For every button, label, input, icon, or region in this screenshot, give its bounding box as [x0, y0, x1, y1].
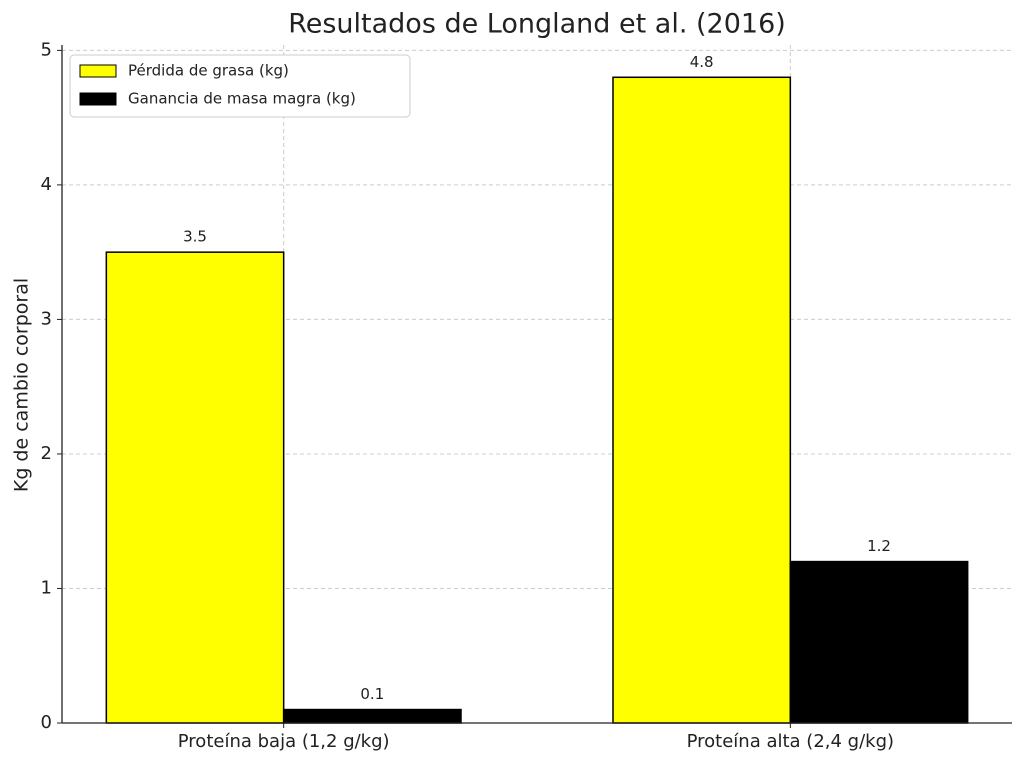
value-label: 0.1	[360, 685, 384, 703]
legend-box	[69, 54, 411, 118]
y-tick-label: 2	[41, 443, 52, 464]
bar	[612, 76, 792, 724]
legend-label: Pérdida de grasa (kg)	[128, 62, 289, 80]
y-axis-label: Kg de cambio corporal	[11, 278, 33, 492]
y-tick-label: 0	[41, 712, 52, 733]
y-tick-label: 5	[41, 39, 52, 60]
chart-title: Resultados de Longland et al. (2016)	[288, 9, 786, 40]
y-tick-label: 3	[41, 308, 52, 329]
y-tick-label: 1	[41, 577, 52, 598]
x-tick-label: Proteína alta (2,4 g/kg)	[687, 731, 894, 752]
value-label: 3.5	[183, 228, 207, 246]
value-label: 4.8	[690, 53, 714, 71]
bar	[105, 251, 285, 724]
legend-swatch	[79, 92, 117, 106]
bar	[282, 708, 462, 724]
bar	[789, 560, 969, 724]
legend-swatch	[79, 64, 117, 78]
x-tick-label: Proteína baja (1,2 g/kg)	[178, 731, 390, 752]
value-label: 1.2	[867, 537, 891, 555]
y-tick-label: 4	[41, 174, 52, 195]
legend-label: Ganancia de masa magra (kg)	[128, 90, 356, 108]
